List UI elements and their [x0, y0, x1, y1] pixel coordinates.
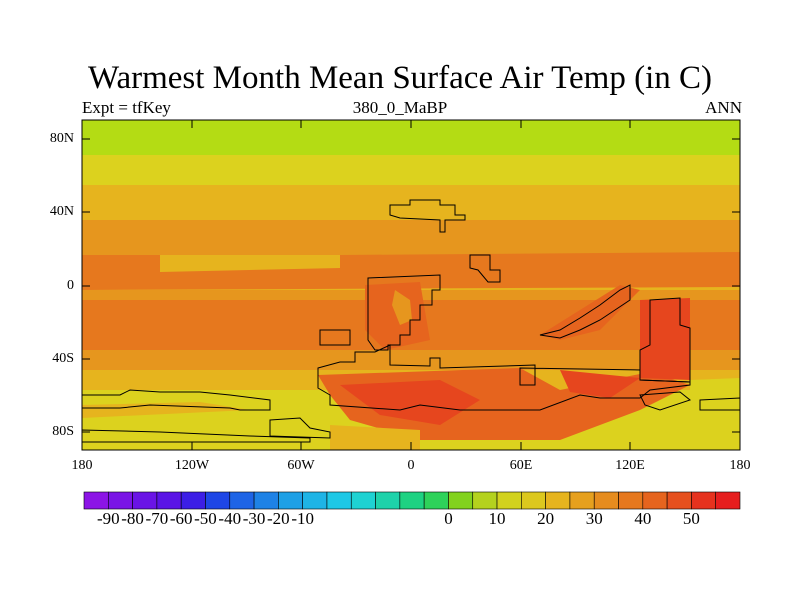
- colorbar-swatch: [375, 491, 401, 510]
- y-tick-label: 0: [67, 278, 74, 293]
- x-tick-label: 180: [729, 458, 751, 473]
- colorbar-swatch: [666, 491, 692, 510]
- colorbar-swatch: [278, 491, 303, 510]
- hot-region: [560, 370, 640, 398]
- colorbar-swatch: [132, 491, 158, 510]
- colorbar-swatch: [472, 491, 498, 510]
- coastline: [317, 344, 691, 411]
- x-tick-label: 180: [71, 458, 93, 473]
- map-title: Warmest Month Mean Surface Air Temp (in …: [87, 60, 713, 96]
- colorbar-swatch: [326, 491, 352, 510]
- colorbar-swatch: [569, 491, 595, 510]
- colorbar-swatch: [83, 491, 109, 510]
- colorbar-label: 10: [488, 509, 506, 528]
- colorbar-label: 20: [537, 509, 555, 528]
- x-tick-label: 60W: [287, 458, 315, 473]
- colorbar-swatch: [399, 491, 425, 510]
- coastline: [367, 274, 441, 351]
- band: [82, 185, 740, 220]
- experiment-label: Expt = tfKey: [82, 98, 171, 117]
- colorbar-label: -10: [291, 509, 314, 528]
- colorbar-swatch: [180, 491, 206, 510]
- y-tick-label: 40N: [49, 204, 74, 219]
- band: [82, 220, 740, 255]
- colorbar-swatch: [253, 491, 279, 510]
- colorbar-swatch: [545, 491, 571, 510]
- colorbar-label: 50: [682, 509, 700, 528]
- colorbar-label: -30: [242, 509, 266, 528]
- colorbar-swatch: [521, 491, 546, 510]
- colorbar-swatch: [496, 491, 522, 510]
- colorbar-label: -80: [121, 509, 144, 528]
- coastline: [269, 417, 331, 439]
- colorbar-label: -40: [218, 509, 242, 528]
- colorbar-label: 0: [444, 509, 453, 528]
- coastline: [639, 391, 692, 411]
- colorbar-label: -90: [96, 509, 120, 528]
- hot-region: [392, 290, 412, 325]
- x-tick-label: 0: [407, 458, 415, 473]
- colorbar-swatch: [618, 491, 644, 510]
- coastline: [389, 199, 466, 233]
- coastline: [539, 284, 631, 339]
- colorbar-label: 40: [634, 509, 652, 528]
- x-tick-label: 120W: [174, 458, 210, 473]
- hot-region: [340, 380, 480, 425]
- colorbar-label: -70: [145, 509, 169, 528]
- coastline: [469, 254, 501, 283]
- cool-region: [330, 425, 420, 450]
- colorbar-swatch: [156, 491, 182, 510]
- hot-region: [640, 298, 690, 380]
- coastline: [82, 389, 271, 411]
- coastlines: [82, 199, 740, 443]
- coastline: [82, 429, 311, 443]
- colorbar-label: -20: [267, 509, 290, 528]
- cool-region: [82, 402, 250, 418]
- colorbar-swatch: [302, 491, 328, 510]
- temperature-field: [82, 120, 740, 450]
- band: [82, 350, 740, 370]
- colorbar-swatch: [107, 491, 133, 510]
- colorbar-swatch: [205, 491, 231, 510]
- season-label: ANN: [705, 98, 742, 117]
- y-tick-label: 80N: [49, 131, 74, 146]
- colorbar-swatch: [642, 491, 668, 510]
- time-label: 380_0_MaBP: [352, 98, 448, 117]
- colorbar-swatch: [229, 491, 255, 510]
- y-tick-label: 80S: [52, 424, 74, 439]
- axis-ticks: [82, 120, 740, 450]
- colorbar-label: -50: [194, 509, 217, 528]
- coastline: [699, 397, 740, 411]
- colorbar: [83, 491, 741, 510]
- colorbar-label: 30: [585, 509, 603, 528]
- coastline: [319, 329, 351, 346]
- band: [82, 252, 740, 290]
- cool-region: [690, 378, 740, 410]
- colorbar-swatch: [691, 491, 717, 510]
- y-tick-label: 40S: [52, 351, 74, 366]
- colorbar-swatch: [448, 491, 474, 510]
- x-tick-label: 120E: [615, 458, 645, 473]
- cool-region: [82, 392, 300, 450]
- colorbar-swatch: [350, 491, 376, 510]
- x-tick-label: 60E: [509, 458, 533, 473]
- colorbar-swatch: [715, 491, 741, 510]
- band: [82, 155, 740, 185]
- colorbar-swatch: [593, 491, 619, 510]
- colorbar-label: -60: [169, 509, 193, 528]
- hot-region: [540, 285, 640, 340]
- colorbar-swatch: [423, 491, 449, 510]
